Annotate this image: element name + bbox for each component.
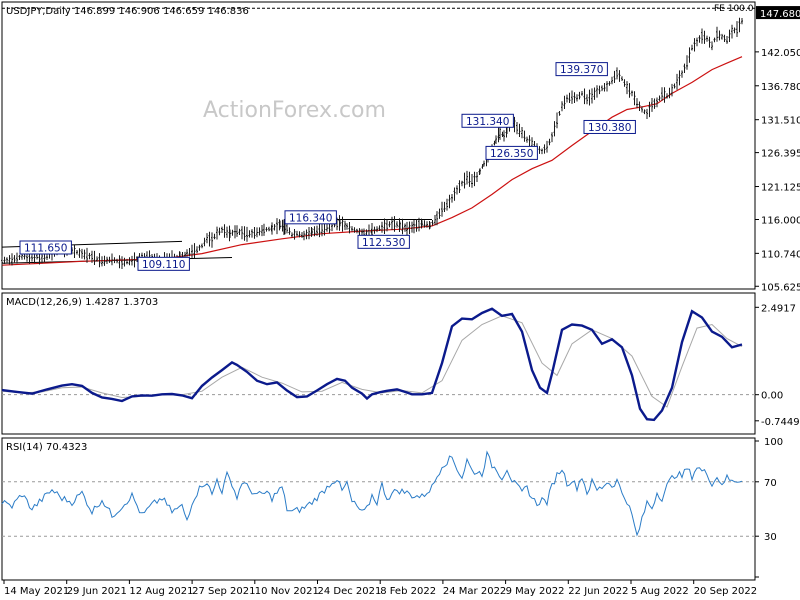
time-tick-label: 24 Dec 2021 [318,586,382,597]
price-tick-label: 136.780 [761,82,800,93]
time-tick-label: 27 Sep 2021 [192,586,255,597]
time-tick-label: 20 Sep 2022 [694,586,757,597]
price-annotations: 111.650 109.110 116.340 112.530 131.340 126.3… [19,62,636,271]
price-panel-frame [1,1,756,290]
price-annotation-box [485,145,538,160]
macd-panel-frame [1,292,756,435]
price-tick-label: 110.740 [761,249,800,260]
fe-label: FE 100.0 [714,4,754,14]
price-annotation-label: 139.370 [560,64,603,76]
price-lines [1,7,755,269]
macd-lines [1,307,755,422]
price-annotation-label: 112.530 [362,237,405,249]
macd-line [1,307,743,422]
price-annotation-label: 130.380 [588,122,631,134]
macd-tick-label: -0.7449 [761,417,800,428]
price-annotation-box [357,234,410,249]
last-price-tag: 147.680 [760,9,800,20]
rsi-panel-frame [1,437,756,581]
macd-tick-label: 2.4917 [761,303,796,314]
time-tick-label: 9 May 2022 [506,586,565,597]
price-annotation-label: 131.340 [466,116,509,128]
symbol-header: USDJPY,Daily 146.899 146.906 146.659 146… [6,6,249,17]
macd-panel: MACD(12,26,9) 1.4287 1.3703 2.4917 0.00 -0… [1,292,800,435]
price-annotation-box [555,62,608,77]
price-tick-label: 126.395 [761,149,800,160]
price-annotation-label: 111.650 [24,242,67,254]
price-annotation-box [461,113,514,128]
time-tick-label: 14 May 2021 [4,586,69,597]
price-annotation-box [583,119,636,134]
rsi-lines [1,450,743,537]
rsi-tick-label: 70 [764,478,777,489]
price-tick-label: 116.000 [761,216,800,227]
price-annotation-box [284,210,337,225]
macd-axis: 2.4917 0.00 -0.7449 [755,303,800,428]
rsi-axis: 100 70 30 [2,437,783,578]
rsi-tick-label: 30 [764,532,777,543]
price-annotation-label: 126.350 [490,148,533,160]
time-tick-label: 24 Mar 2022 [443,586,506,597]
time-tick-label: 22 Jun 2022 [568,586,628,597]
price-tick-label: 142.050 [761,48,800,59]
macd-title: MACD(12,26,9) 1.4287 1.3703 [6,297,158,308]
rsi-tick-label: 100 [764,437,783,448]
price-panel: USDJPY,Daily 146.899 146.906 146.659 146… [1,1,800,293]
price-annotation-box [137,256,190,271]
price-tick-label: 121.125 [761,183,800,194]
time-tick-label: 8 Feb 2022 [380,586,436,597]
price-annotation-box [19,240,72,255]
price-annotation-label: 109.110 [142,259,185,271]
watermark: ActionForex.com [203,98,386,123]
rsi-panel: RSI(14) 70.4323 100 70 30 [1,437,783,581]
last-price-tag-box [756,6,800,20]
price-tick-label: 131.510 [761,116,800,127]
price-axis: 142.050 136.780 131.510 126.395 121.125 116.0… [755,6,800,293]
price-tick-label: 105.625 [761,282,800,293]
time-tick-label: 29 Jun 2021 [67,586,127,597]
macd-tick-label: 0.00 [761,391,783,402]
time-tick-label: 10 Nov 2021 [255,586,319,597]
time-tick-label: 12 Aug 2021 [129,586,193,597]
price-annotation-label: 116.340 [289,212,332,224]
rsi-title: RSI(14) 70.4323 [6,442,87,453]
rsi-line [1,450,743,537]
time-tick-label: 5 Aug 2022 [631,586,689,597]
